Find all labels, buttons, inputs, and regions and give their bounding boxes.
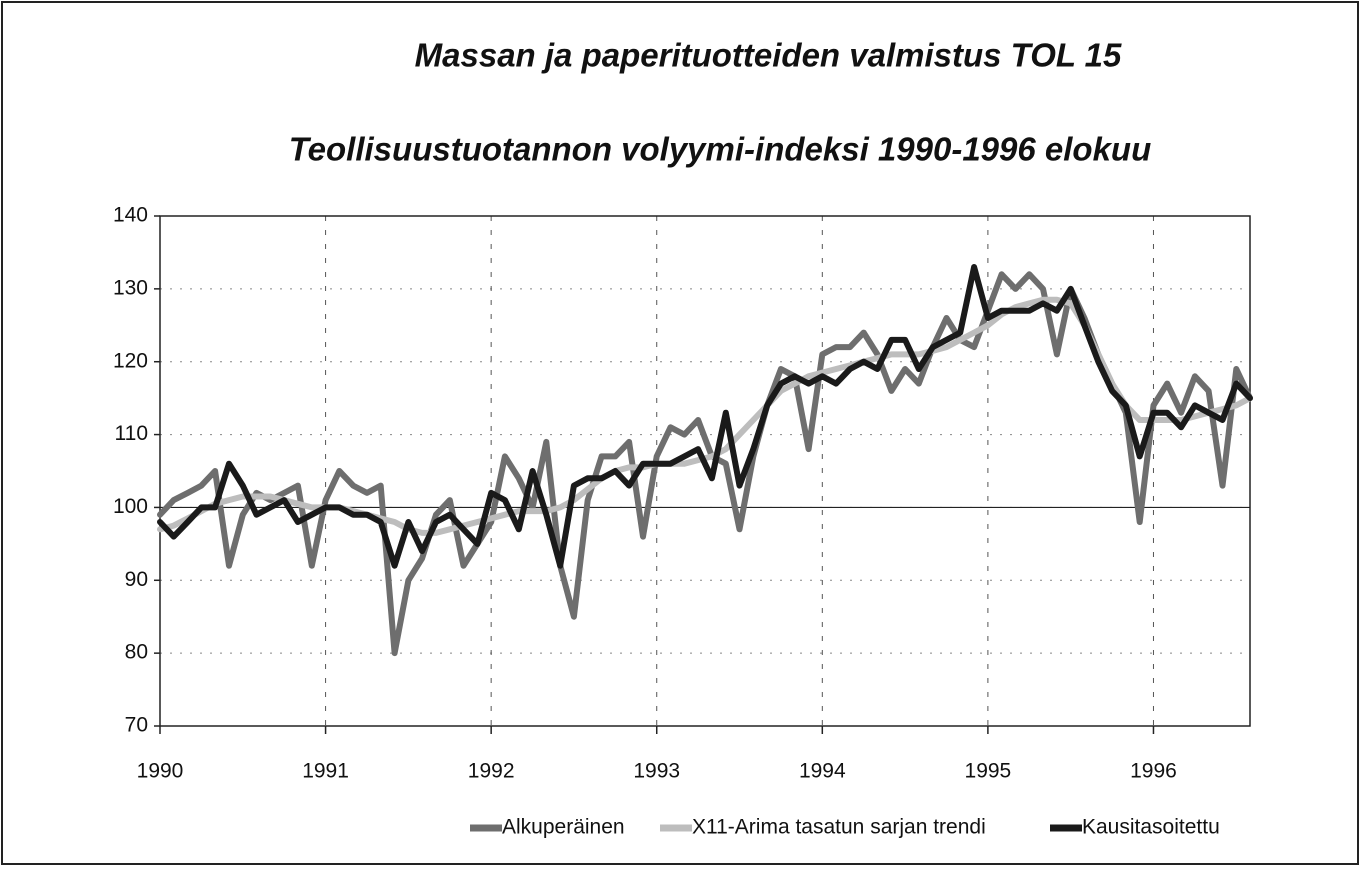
chart-title: Massan ja paperituotteiden valmistus TOL… (415, 37, 1122, 74)
legend-label: Kausitasoitettu (1082, 816, 1220, 839)
chart-subtitle: Teollisuustuotannon volyymi-indeksi 1990… (289, 131, 1152, 168)
series-line (157, 264, 1253, 569)
x-tick-label: 1991 (302, 760, 349, 783)
x-tick-label: 1990 (137, 760, 184, 783)
plot-area (159, 215, 1251, 727)
y-tick-label: 80 (125, 641, 148, 664)
y-tick-label: 140 (113, 204, 148, 227)
x-tick-label: 1994 (799, 760, 846, 783)
x-tick-label: 1996 (1130, 760, 1177, 783)
y-tick-label: 90 (125, 568, 148, 591)
legend-label: Alkuperäinen (502, 816, 625, 839)
y-tick-label: 110 (115, 422, 148, 445)
y-tick-label: 100 (113, 495, 148, 518)
y-tick-label: 120 (113, 349, 148, 372)
x-tick-label: 1993 (633, 760, 680, 783)
y-tick-label: 70 (125, 714, 148, 737)
legend-label: X11-Arima tasatun sarjan trendi (692, 816, 986, 839)
x-tick-label: 1995 (965, 760, 1012, 783)
x-tick-label: 1992 (468, 760, 515, 783)
y-tick-label: 130 (113, 276, 148, 299)
